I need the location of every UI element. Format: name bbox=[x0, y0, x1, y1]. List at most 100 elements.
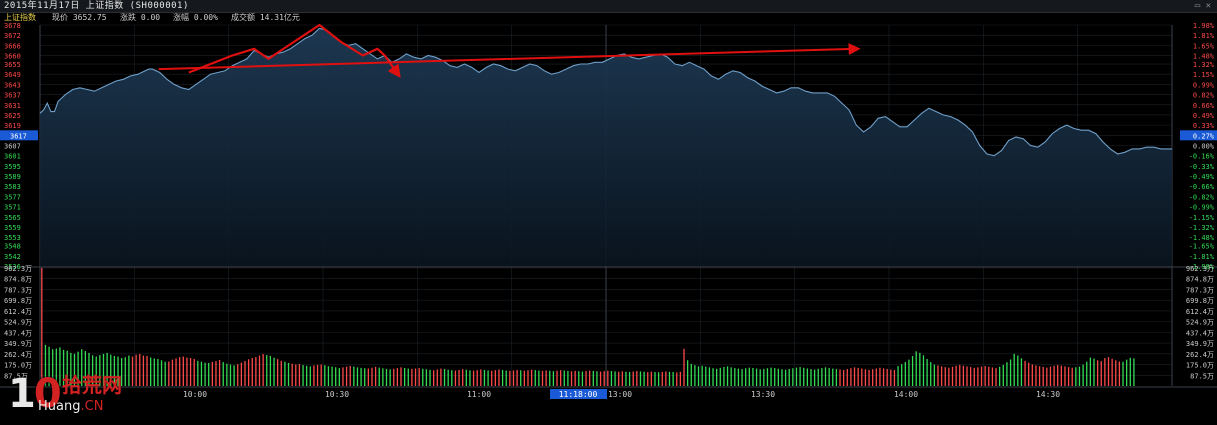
trend-arrow-annotation bbox=[158, 43, 861, 71]
price-tick-label: 3672 bbox=[4, 32, 21, 40]
volume-tick-label: 87.5万 bbox=[4, 372, 28, 380]
volume-tick-label: 524.9万 bbox=[4, 319, 32, 327]
change-value: 涨跌 0.00 bbox=[120, 13, 161, 22]
price-tick-label: 3553 bbox=[4, 234, 21, 242]
crosshair-time-box bbox=[550, 389, 607, 399]
percent-tick-label: 0.00% bbox=[1193, 143, 1215, 151]
percent-tick-label: 0.66% bbox=[1193, 102, 1215, 110]
volume-tick-label-right: 874.8万 bbox=[1186, 276, 1214, 284]
volume-tick-label: 437.4万 bbox=[4, 329, 32, 337]
volume-tick-label-right: 437.4万 bbox=[1186, 329, 1214, 337]
index-name: 上证指数 bbox=[4, 13, 36, 22]
price-tick-label: 3589 bbox=[4, 173, 21, 181]
price-tick-label: 3625 bbox=[4, 112, 21, 120]
time-tick-label: 14:30 bbox=[1036, 390, 1060, 399]
window-controls[interactable]: ▭ ✕ bbox=[1194, 1, 1211, 11]
price-tick-label: 3583 bbox=[4, 183, 21, 191]
price-tick-label: 3559 bbox=[4, 224, 21, 232]
percent-tick-label: 1.98% bbox=[1193, 22, 1215, 30]
volume-tick-label: 175.0万 bbox=[4, 362, 32, 370]
percent-tick-label: -1.65% bbox=[1189, 243, 1215, 251]
percent-tick-label: 1.65% bbox=[1193, 42, 1215, 50]
price-tick-label: 3565 bbox=[4, 214, 21, 222]
price-tick-label: 3666 bbox=[4, 42, 21, 50]
percent-tick-label: -1.81% bbox=[1189, 253, 1215, 261]
watermark-logo: 10 拾荒网 Huang.CN bbox=[0, 372, 170, 425]
percent-tick-label: 0.49% bbox=[1193, 112, 1215, 120]
price-line bbox=[39, 27, 1172, 157]
window-title-bar: 2015年11月17日 上证指数 (SH000001) ▭ ✕ bbox=[0, 0, 1217, 13]
percent-tick-label: 1.81% bbox=[1193, 32, 1215, 40]
price-tick-label: 3542 bbox=[4, 253, 21, 261]
time-tick-label: 10:00 bbox=[183, 390, 207, 399]
volume-tick-label: 874.8万 bbox=[4, 276, 32, 284]
volume-tick-label-right: 787.3万 bbox=[1186, 286, 1214, 294]
percent-tick-label: -0.49% bbox=[1189, 173, 1215, 181]
current-price-label: 3617 bbox=[10, 132, 27, 140]
current-percent-label: 0.27% bbox=[1193, 132, 1215, 140]
percent-tick-label: -1.32% bbox=[1189, 224, 1215, 232]
percent-tick-label: 0.99% bbox=[1193, 81, 1215, 89]
volume-tick-label-right: 612.4万 bbox=[1186, 308, 1214, 316]
price-tick-label: 3655 bbox=[4, 61, 21, 69]
price-tick-label: 3637 bbox=[4, 92, 21, 100]
volume-tick-label: 262.4万 bbox=[4, 351, 32, 359]
percent-tick-label: 1.32% bbox=[1193, 61, 1215, 69]
percent-tick-label: 1.15% bbox=[1193, 71, 1215, 79]
volume-tick-label-right: 175.0万 bbox=[1186, 362, 1214, 370]
percent-tick-label: -0.82% bbox=[1189, 193, 1215, 201]
percent-tick-label: -0.16% bbox=[1189, 153, 1215, 161]
percent-tick-label: 0.33% bbox=[1193, 122, 1215, 130]
volume-tick-label-right: 262.4万 bbox=[1186, 351, 1214, 359]
price-tick-label: 3536 bbox=[4, 263, 21, 271]
price-tick-label: 3607 bbox=[4, 143, 21, 151]
price-line-group bbox=[39, 27, 1172, 157]
annotations bbox=[158, 23, 861, 79]
percent-axis: 1.98% 1.81% 1.65% 1.48%1.32% 1.15% 0.99% 0.82%… bbox=[1180, 22, 1217, 271]
chart-title: 2015年11月17日 上证指数 (SH000001) bbox=[4, 1, 189, 11]
price-tick-label: 3643 bbox=[4, 81, 21, 89]
price-tick-label: 3619 bbox=[4, 122, 21, 130]
percent-tick-label: -1.48% bbox=[1189, 234, 1215, 242]
logo-en-text: Huang.CN bbox=[38, 399, 104, 414]
percent-tick-label: -0.66% bbox=[1189, 183, 1215, 191]
volume-tick-label-right: 87.5万 bbox=[1190, 372, 1214, 380]
crosshair-time-label: 11:18:00 bbox=[559, 390, 598, 399]
logo-cn-text: 拾荒网 bbox=[62, 373, 122, 397]
zigzag-annotation bbox=[188, 23, 401, 79]
time-axis: 10:00 10:30 11:00 13:00 13:30 14:00 14:30 11:18… bbox=[183, 389, 1060, 399]
change-percent: 涨幅 0.00% bbox=[173, 13, 218, 22]
volume-tick-label-right: 962.3万 bbox=[1186, 265, 1214, 273]
volume-tick-label-right: 524.9万 bbox=[1186, 319, 1214, 327]
price-area bbox=[40, 28, 1172, 267]
logo-number: 10 bbox=[8, 371, 62, 417]
volume-tick-label: 349.9万 bbox=[4, 340, 32, 348]
price-tick-label: 3649 bbox=[4, 71, 21, 79]
volume-tick-label: 962.3万 bbox=[4, 265, 32, 273]
volume-axis-left: 962.3万 874.8万 787.3万 699.8万 612.4万 524.9万 437.… bbox=[4, 265, 32, 380]
info-bar: 上证指数 现价 3652.75 涨跌 0.00 涨幅 0.00% 成交额 14.… bbox=[0, 13, 1217, 23]
time-tick-label: 10:30 bbox=[325, 390, 349, 399]
volume-tick-label: 699.8万 bbox=[4, 297, 32, 305]
turnover: 成交额 14.31亿元 bbox=[231, 13, 300, 22]
volume-axis-right: 962.3万 874.8万 787.3万 699.8万 612.4万 524.9万 437.… bbox=[1186, 265, 1214, 380]
volume-tick-label: 787.3万 bbox=[4, 286, 32, 294]
current-percent-box bbox=[1180, 130, 1217, 141]
percent-tick-label: 1.48% bbox=[1193, 53, 1215, 61]
percent-tick-label: -1.15% bbox=[1189, 214, 1215, 222]
price-tick-label: 3577 bbox=[4, 193, 21, 201]
time-tick-label: 14:00 bbox=[894, 390, 918, 399]
current-price: 现价 3652.75 bbox=[52, 13, 107, 22]
price-tick-label: 3631 bbox=[4, 102, 21, 110]
price-tick-label: 3571 bbox=[4, 204, 21, 212]
price-area-fill bbox=[40, 28, 1172, 267]
percent-tick-label: -0.99% bbox=[1189, 204, 1215, 212]
price-tick-label: 3660 bbox=[4, 53, 21, 61]
time-tick-label: 11:00 bbox=[467, 390, 491, 399]
volume-tick-label-right: 699.8万 bbox=[1186, 297, 1214, 305]
time-tick-label: 13:00 bbox=[608, 390, 632, 399]
price-tick-label: 3601 bbox=[4, 153, 21, 161]
volume-tick-label-right: 349.9万 bbox=[1186, 340, 1214, 348]
